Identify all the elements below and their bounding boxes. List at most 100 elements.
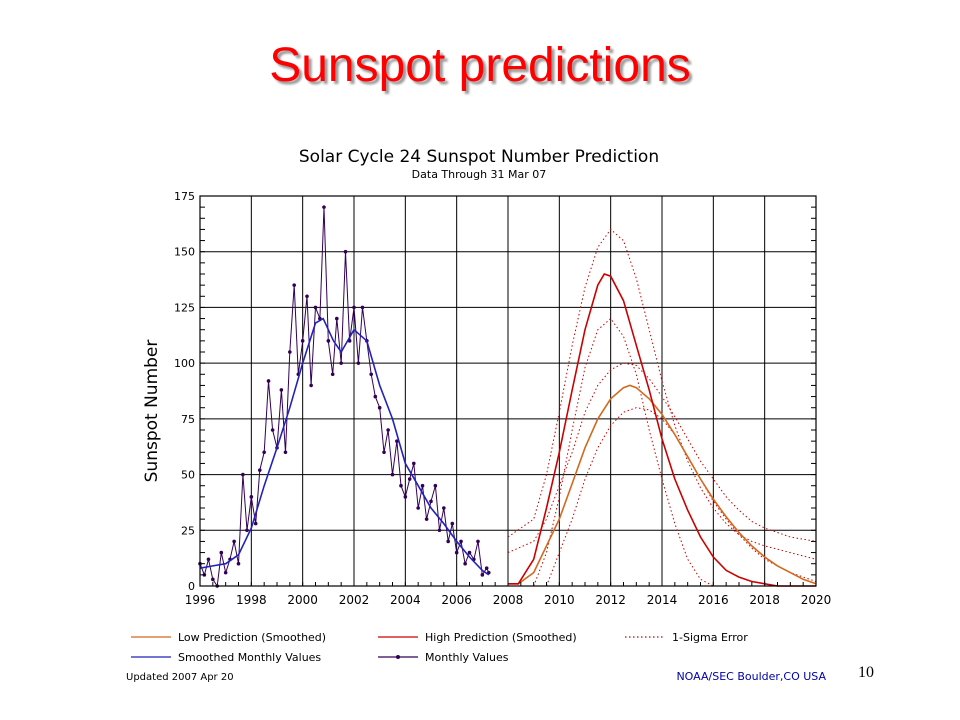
y-tick-label: 0 — [188, 580, 195, 593]
monthly-point — [442, 506, 446, 510]
monthly-point — [279, 388, 284, 392]
y-tick-label: 150 — [174, 246, 195, 259]
monthly-point — [309, 383, 313, 388]
monthly-point — [206, 557, 211, 562]
monthly-point — [236, 561, 241, 566]
monthly-point — [429, 499, 433, 504]
slide-title: Sunspot predictions — [269, 39, 691, 92]
series-smoothed — [199, 317, 490, 576]
monthly-point — [223, 570, 228, 575]
x-tick-label: 2014 — [647, 593, 678, 607]
monthly-point — [369, 372, 373, 377]
monthly-point — [459, 539, 463, 544]
legend-label-smoothed: Smoothed Monthly Values — [178, 651, 321, 664]
legend: Low Prediction (Smoothed) High Prediction… — [131, 631, 748, 664]
x-tick-label: 2012 — [595, 593, 626, 607]
x-tick-label: 2020 — [801, 593, 832, 607]
x-tick-label: 1998 — [236, 593, 267, 607]
x-tick-label: 2018 — [749, 593, 780, 607]
monthly-point — [420, 483, 425, 488]
monthly-point — [416, 506, 420, 510]
monthly-point — [382, 450, 386, 455]
x-tick-label: 2010 — [544, 593, 575, 607]
legend-label-high: High Prediction (Smoothed) — [425, 631, 577, 644]
monthly-point — [463, 561, 467, 566]
monthly-point — [232, 539, 236, 544]
monthly-point — [373, 394, 378, 399]
monthly-point — [322, 205, 326, 209]
monthly-point — [403, 495, 408, 499]
monthly-point — [288, 350, 292, 354]
monthly-point — [467, 550, 472, 555]
monthly-point — [476, 539, 480, 544]
monthly-point — [433, 483, 438, 488]
x-tick-label: 2000 — [287, 593, 318, 607]
footer-updated: Updated 2007 Apr 20 — [126, 672, 234, 683]
y-tick-label: 25 — [181, 524, 195, 537]
legend-label-monthly: Monthly Values — [425, 651, 509, 664]
axes: 1996 1998 2000 2002 2004 2006 2008 2010 2012 2014… — [174, 190, 831, 607]
x-tick-label: 2016 — [698, 593, 729, 607]
monthly-point — [386, 428, 390, 432]
monthly-point — [326, 339, 331, 343]
plot-frame — [199, 195, 817, 587]
monthly-point — [343, 249, 348, 254]
x-tick-label: 1996 — [185, 593, 216, 607]
monthly-point — [360, 305, 365, 310]
monthly-point — [292, 283, 296, 287]
monthly-point — [446, 539, 450, 544]
monthly-point — [266, 379, 271, 383]
monthly-point — [437, 528, 442, 533]
monthly-point — [249, 495, 254, 499]
chart-title: Solar Cycle 24 Sunspot Number Prediction — [299, 147, 659, 167]
series-low — [508, 384, 817, 585]
legend-label-low: Low Prediction (Smoothed) — [178, 631, 326, 644]
monthly-point — [339, 361, 343, 365]
monthly-point — [313, 305, 318, 310]
monthly-point — [395, 439, 399, 443]
x-tick-label: 2006 — [441, 593, 472, 607]
monthly-point — [480, 573, 485, 577]
y-tick-label: 50 — [181, 469, 195, 482]
monthly-point — [270, 428, 275, 432]
monthly-point — [241, 472, 245, 477]
series-sigma-high-upper — [507, 228, 817, 560]
monthly-point — [390, 472, 395, 477]
monthly-point — [450, 521, 455, 526]
legend-marker-monthly — [396, 655, 400, 659]
y-tick-label: 100 — [174, 357, 195, 370]
series-monthly — [199, 207, 490, 588]
slide-number: 10 — [858, 664, 874, 681]
chart-subtitle: Data Through 31 Mar 07 — [412, 168, 547, 181]
monthly-point — [335, 316, 339, 321]
x-tick-label: 2002 — [339, 593, 370, 607]
y-tick-label: 175 — [174, 190, 195, 203]
monthly-point — [399, 483, 403, 488]
monthly-point — [211, 577, 215, 582]
y-axis-label: Sunspot Number — [142, 340, 162, 483]
series-layer — [198, 205, 817, 588]
x-tick-label: 2008 — [493, 593, 524, 607]
series-sigma-low-lower — [546, 407, 817, 587]
y-tick-label: 75 — [181, 413, 195, 426]
grid — [199, 195, 817, 587]
x-tick-label: 2004 — [390, 593, 421, 607]
monthly-point — [454, 550, 459, 555]
legend-label-sigma: 1-Sigma Error — [672, 631, 748, 644]
monthly-point — [300, 339, 305, 343]
monthly-point — [412, 461, 416, 466]
monthly-point — [352, 305, 356, 310]
monthly-point — [262, 450, 266, 455]
monthly-point — [484, 566, 489, 570]
series-sigma-high-lower — [533, 317, 714, 587]
y-tick-label: 125 — [174, 301, 195, 314]
monthly-point — [253, 521, 258, 526]
monthly-point — [330, 372, 335, 377]
monthly-point — [283, 450, 288, 455]
monthly-point — [407, 477, 412, 481]
monthly-point — [245, 528, 249, 533]
monthly-point — [424, 517, 429, 521]
monthly-point — [377, 405, 382, 410]
series-high — [508, 273, 816, 587]
